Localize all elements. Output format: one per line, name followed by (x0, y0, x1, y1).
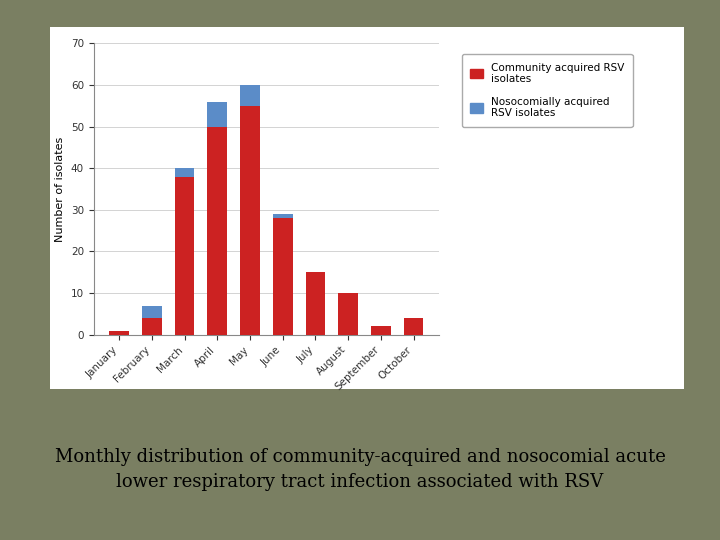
Bar (175, 177, 194, 335)
Bar (175, 168, 194, 177)
Bar (273, 218, 292, 335)
Legend: Community acquired RSV
isolates, Nosocomially acquired
RSV isolates: Community acquired RSV isolates, Nosocom… (462, 54, 633, 126)
Bar (142, 306, 162, 318)
Bar (207, 126, 227, 335)
Bar (306, 272, 325, 335)
Bar (109, 330, 129, 335)
Y-axis label: Number of isolates: Number of isolates (55, 137, 66, 241)
Bar (371, 327, 391, 335)
Bar (240, 85, 260, 106)
Bar (240, 106, 260, 335)
Text: Monthly distribution of community-acquired and nosocomial acute
lower respirator: Monthly distribution of community-acquir… (55, 448, 665, 491)
Bar (142, 318, 162, 335)
Bar (207, 102, 227, 126)
Bar (338, 293, 358, 335)
Bar (404, 318, 423, 335)
Bar (273, 214, 292, 218)
